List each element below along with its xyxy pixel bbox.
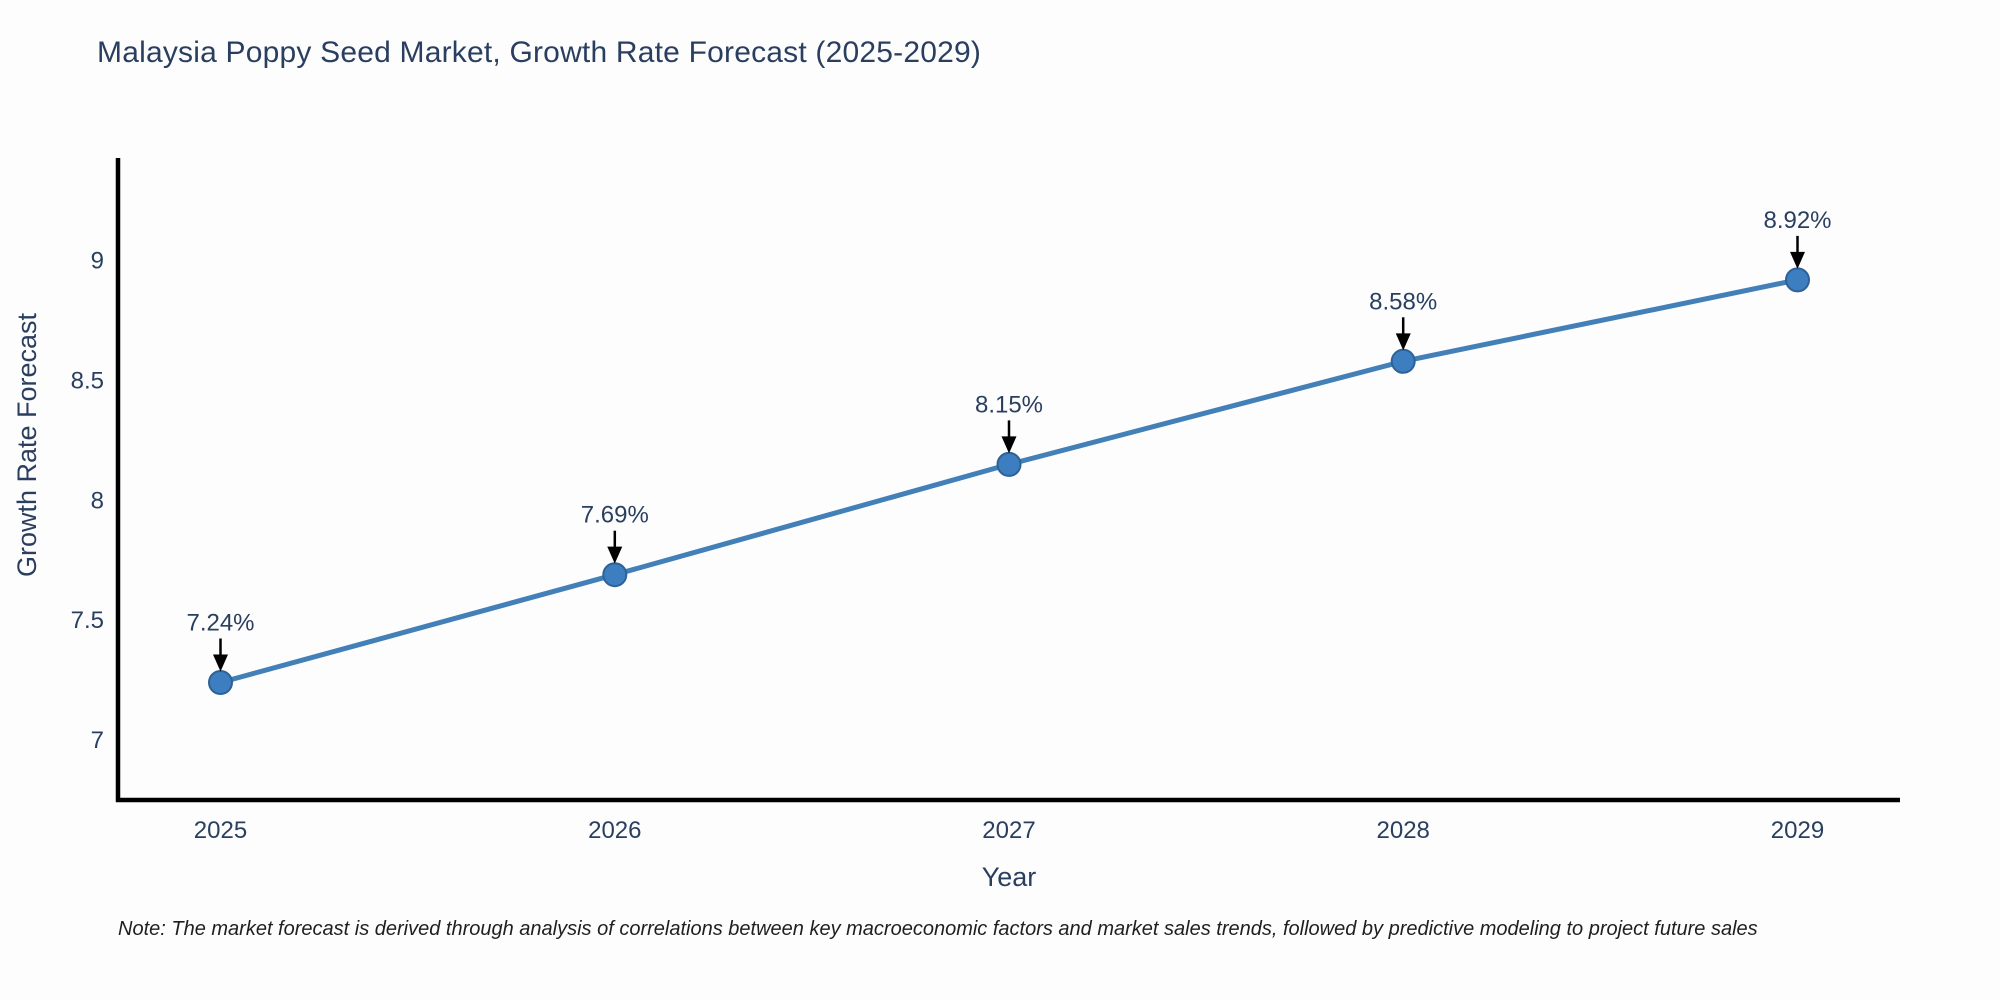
- point-annotation-label: 7.24%: [186, 610, 254, 637]
- y-tick-label: 8.5: [71, 368, 104, 395]
- x-tick-label: 2026: [588, 817, 641, 844]
- y-tick-label: 7.5: [71, 607, 104, 634]
- point-annotation-label: 7.69%: [581, 502, 649, 529]
- x-tick-label: 2029: [1771, 817, 1824, 844]
- y-axis-title: Growth Rate Forecast: [12, 312, 42, 577]
- annotation-arrowhead: [1395, 333, 1411, 351]
- x-tick-label: 2025: [194, 817, 247, 844]
- data-point-marker: [1785, 267, 1810, 293]
- point-annotation-label: 8.58%: [1369, 288, 1437, 315]
- y-tick-label: 8: [91, 487, 104, 514]
- data-point-marker: [996, 451, 1022, 477]
- y-tick-label: 9: [91, 248, 104, 275]
- data-point-marker: [208, 670, 233, 695]
- data-point-marker: [1390, 348, 1416, 374]
- x-tick-label: 2028: [1377, 817, 1430, 844]
- chart-title: Malaysia Poppy Seed Market, Growth Rate …: [97, 36, 982, 69]
- x-axis-title: Year: [982, 862, 1037, 892]
- y-tick-label: 7: [91, 727, 104, 754]
- annotation-arrowhead: [1001, 436, 1017, 454]
- point-annotation-label: 8.92%: [1763, 207, 1831, 234]
- data-point-marker: [602, 562, 628, 588]
- footnote: Note: The market forecast is derived thr…: [118, 918, 1758, 940]
- annotation-arrowhead: [213, 654, 229, 672]
- data-line: [218, 277, 1800, 685]
- point-annotation-label: 8.15%: [975, 391, 1043, 418]
- annotation-arrowhead: [1789, 251, 1805, 269]
- x-tick-label: 2027: [982, 817, 1035, 844]
- annotation-arrowhead: [607, 546, 623, 564]
